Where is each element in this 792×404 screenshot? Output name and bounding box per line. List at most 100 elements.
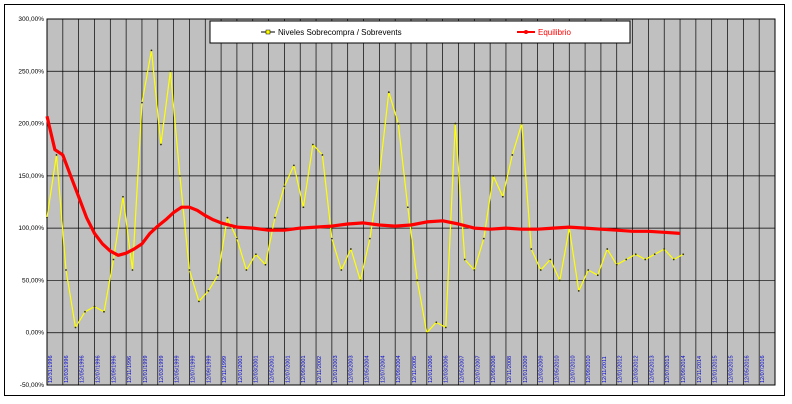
data-point-levels — [141, 101, 143, 104]
data-point-levels — [188, 269, 191, 271]
x-tick-label: 12/05/2013 — [649, 355, 655, 383]
data-point-levels — [397, 122, 400, 125]
data-point-levels — [340, 269, 343, 271]
data-point-levels — [549, 258, 552, 261]
data-point-levels — [264, 263, 267, 266]
data-point-levels — [55, 154, 58, 156]
legend: Niveles Sobrecompra / Sobrevents Equilib… — [209, 20, 631, 44]
y-tick-label: 200,00% — [18, 121, 44, 128]
x-tick-label: 12/07/2001 — [285, 355, 291, 383]
legend-box — [209, 20, 631, 44]
data-point-levels — [577, 289, 580, 292]
grid — [46, 18, 776, 386]
x-tick-label: 12/03/2015 — [729, 355, 735, 383]
x-tick-label: 12/05/2004 — [365, 355, 371, 383]
series-layer — [45, 49, 685, 334]
x-tick-label: 12/05/2010 — [554, 355, 560, 383]
data-point-levels — [558, 279, 561, 282]
data-point-levels — [349, 248, 352, 250]
x-tick-label: 12/05/2001 — [270, 355, 276, 383]
x-tick-label: 12/01/2012 — [618, 355, 624, 383]
x-tick-label: 12/09/1999 — [206, 355, 212, 383]
x-tick-label: 12/07/2007 — [475, 355, 481, 383]
y-tick-label: -50,00% — [20, 382, 44, 389]
x-tick-label: 12/07/2013 — [665, 355, 671, 383]
series-line-levels — [46, 49, 684, 334]
x-tick-label: 12/09/2014 — [681, 355, 687, 383]
x-tick-label: 12/11/2002 — [317, 356, 323, 383]
data-point-levels — [406, 206, 409, 209]
x-tick-label: 12/01/2003 — [333, 355, 339, 383]
data-point-levels — [606, 248, 609, 250]
x-tick-label: 12/03/2001 — [254, 355, 260, 383]
data-point-levels — [84, 310, 86, 313]
x-tick-label: 12/03/2003 — [349, 355, 355, 383]
x-tick-label: 12/01/2015 — [713, 355, 719, 383]
x-tick-label: 12/05/1999 — [175, 355, 181, 383]
data-point-levels — [169, 70, 172, 73]
y-axis-ticks: -50,00% 0,00% 50,00% 100,00% 150,00% 200,00% 2… — [18, 16, 44, 389]
x-tick-label: 12/01/2001 — [238, 355, 244, 383]
series-line-equilibrio — [45, 115, 681, 257]
x-tick-label: 12/09/1996 — [111, 355, 117, 383]
x-axis-ticks: 12/31/1996 12/03/1996 12/05/1996 12/07/1996… — [48, 355, 766, 383]
data-point-levels — [236, 237, 238, 240]
data-point-levels — [103, 310, 105, 313]
data-point-levels — [520, 122, 523, 125]
chart-frame: -50,00% 0,00% 50,00% 100,00% 150,00% 200,00% 2… — [4, 4, 785, 396]
x-tick-label: 12/11/2014 — [697, 356, 703, 383]
x-tick-label: 12/11/1996 — [127, 356, 133, 383]
data-point-levels — [492, 174, 495, 177]
y-tick-label: 0,00% — [26, 330, 45, 337]
x-tick-label: 12/11/2005 — [412, 356, 418, 383]
data-point-levels — [198, 300, 200, 303]
data-point-levels — [93, 305, 96, 308]
data-point-levels — [416, 279, 419, 282]
x-tick-label: 12/07/2010 — [570, 355, 576, 383]
data-point-levels — [378, 174, 381, 177]
data-point-levels — [501, 195, 504, 198]
data-point-levels — [321, 154, 324, 156]
x-tick-label: 12/05/2007 — [459, 355, 465, 383]
data-point-levels — [625, 258, 628, 261]
data-point-levels — [444, 326, 447, 329]
data-point-levels — [283, 185, 286, 188]
x-tick-label: 12/03/1996 — [64, 355, 70, 383]
x-tick-label: 12/07/1996 — [95, 355, 101, 383]
x-tick-label: 12/09/2001 — [301, 355, 307, 383]
data-point-levels — [596, 274, 599, 277]
data-point-levels — [330, 237, 333, 240]
data-point-levels — [302, 206, 305, 209]
legend-marker-levels — [265, 29, 271, 35]
legend-marker-equilibrio — [524, 30, 528, 34]
data-point-levels — [425, 331, 428, 334]
y-tick-label: 300,00% — [18, 16, 44, 23]
data-point-levels — [150, 49, 153, 52]
x-tick-label: 12/09/2008 — [491, 355, 497, 383]
x-tick-label: 12/05/1996 — [80, 355, 86, 383]
x-tick-label: 12/11/1999 — [222, 356, 228, 383]
x-tick-label: 12/09/2004 — [396, 355, 402, 383]
data-point-levels — [653, 253, 656, 256]
x-tick-label: 12/01/2006 — [428, 355, 434, 383]
x-tick-label: 12/01/1999 — [143, 355, 149, 383]
y-tick-label: 50,00% — [22, 277, 44, 284]
data-point-levels — [530, 248, 533, 250]
data-point-levels — [663, 248, 666, 250]
data-point-levels — [435, 321, 438, 324]
x-tick-label: 12/05/2016 — [744, 355, 750, 383]
data-point-levels — [112, 258, 115, 261]
data-point-levels — [217, 274, 219, 277]
y-tick-label: 150,00% — [18, 173, 44, 180]
data-point-levels — [539, 269, 542, 271]
data-point-levels — [255, 253, 257, 256]
data-point-levels — [179, 174, 181, 177]
data-point-levels — [65, 269, 67, 271]
data-point-levels — [46, 216, 48, 219]
x-tick-label: 12/03/2006 — [444, 355, 450, 383]
data-point-levels — [160, 143, 162, 146]
x-tick-label: 12/11/2011 — [602, 356, 608, 383]
data-point-levels — [672, 258, 675, 261]
x-tick-label: 12/07/2004 — [380, 355, 386, 383]
x-tick-label: 12/31/1996 — [48, 355, 54, 383]
